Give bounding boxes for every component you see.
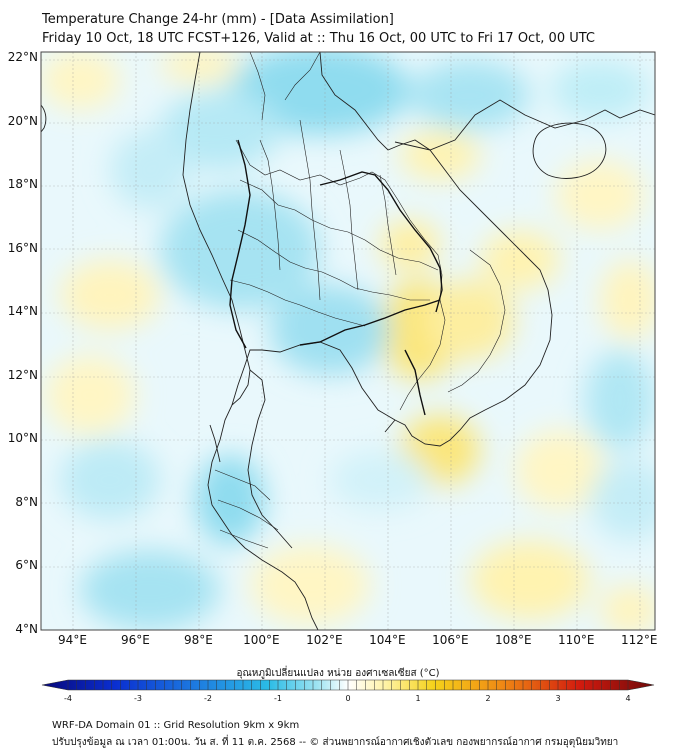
longitude-label: 96°E: [121, 633, 150, 647]
longitude-label: 100°E: [243, 633, 280, 647]
latitude-label: 22°N: [7, 50, 38, 65]
latitude-label: 14°N: [7, 304, 38, 319]
longitude-label: 110°E: [558, 633, 595, 647]
longitude-label: 108°E: [495, 633, 532, 647]
map-title: Temperature Change 24-hr (mm) - [Data As…: [42, 12, 394, 27]
latitude-label: 18°N: [7, 177, 38, 192]
latitude-label: 10°N: [7, 431, 38, 446]
colorbar-tick-label: -1: [274, 694, 282, 703]
colorbar-tick-label: 0: [345, 694, 351, 703]
colorbar-tick-label: 3: [555, 694, 561, 703]
latitude-label: 12°N: [7, 367, 38, 382]
latitude-label: 16°N: [7, 240, 38, 255]
national-boundaries: [229, 139, 443, 416]
longitude-label: 112°E: [621, 633, 658, 647]
colorbar-tick-label: 4: [625, 694, 631, 703]
graticule: [41, 52, 655, 630]
latitude-label: 4°N: [15, 622, 38, 636]
colorbar-tick-label: 1: [415, 694, 421, 703]
latitude-label: 8°N: [15, 494, 38, 509]
map-subtitle: Friday 10 Oct, 18 UTC FCST+126, Valid at…: [42, 31, 596, 46]
colorbar-tick-label: 2: [485, 694, 491, 703]
longitude-label: 94°E: [58, 633, 87, 647]
colorbar-title: อุณหภูมิเปลี่ยนแปลง หน่วย องศาเซลเซียส (…: [236, 668, 440, 679]
latitude-label: 6°N: [15, 558, 38, 573]
longitude-label: 104°E: [369, 633, 406, 647]
latitude-label: 20°N: [7, 113, 38, 128]
longitude-label: 102°E: [306, 633, 343, 647]
temperature-change-map: [40, 51, 656, 631]
map-frame: [40, 51, 656, 631]
model-info: WRF-DA Domain 01 :: Grid Resolution 9km …: [52, 720, 300, 731]
colorbar-tick-label: -4: [64, 694, 72, 703]
colorbar-tick-label: -3: [134, 694, 142, 703]
temperature-field: [41, 52, 655, 630]
longitude-label: 106°E: [432, 633, 469, 647]
credit-line: ปรับปรุงข้อมูล ณ เวลา 01:00น. วัน ส. ที่…: [52, 737, 619, 748]
colorbar: [41, 679, 655, 691]
admin-boundaries: [214, 52, 506, 549]
longitude-label: 98°E: [183, 633, 213, 647]
colorbar-tick-label: -2: [204, 694, 212, 703]
